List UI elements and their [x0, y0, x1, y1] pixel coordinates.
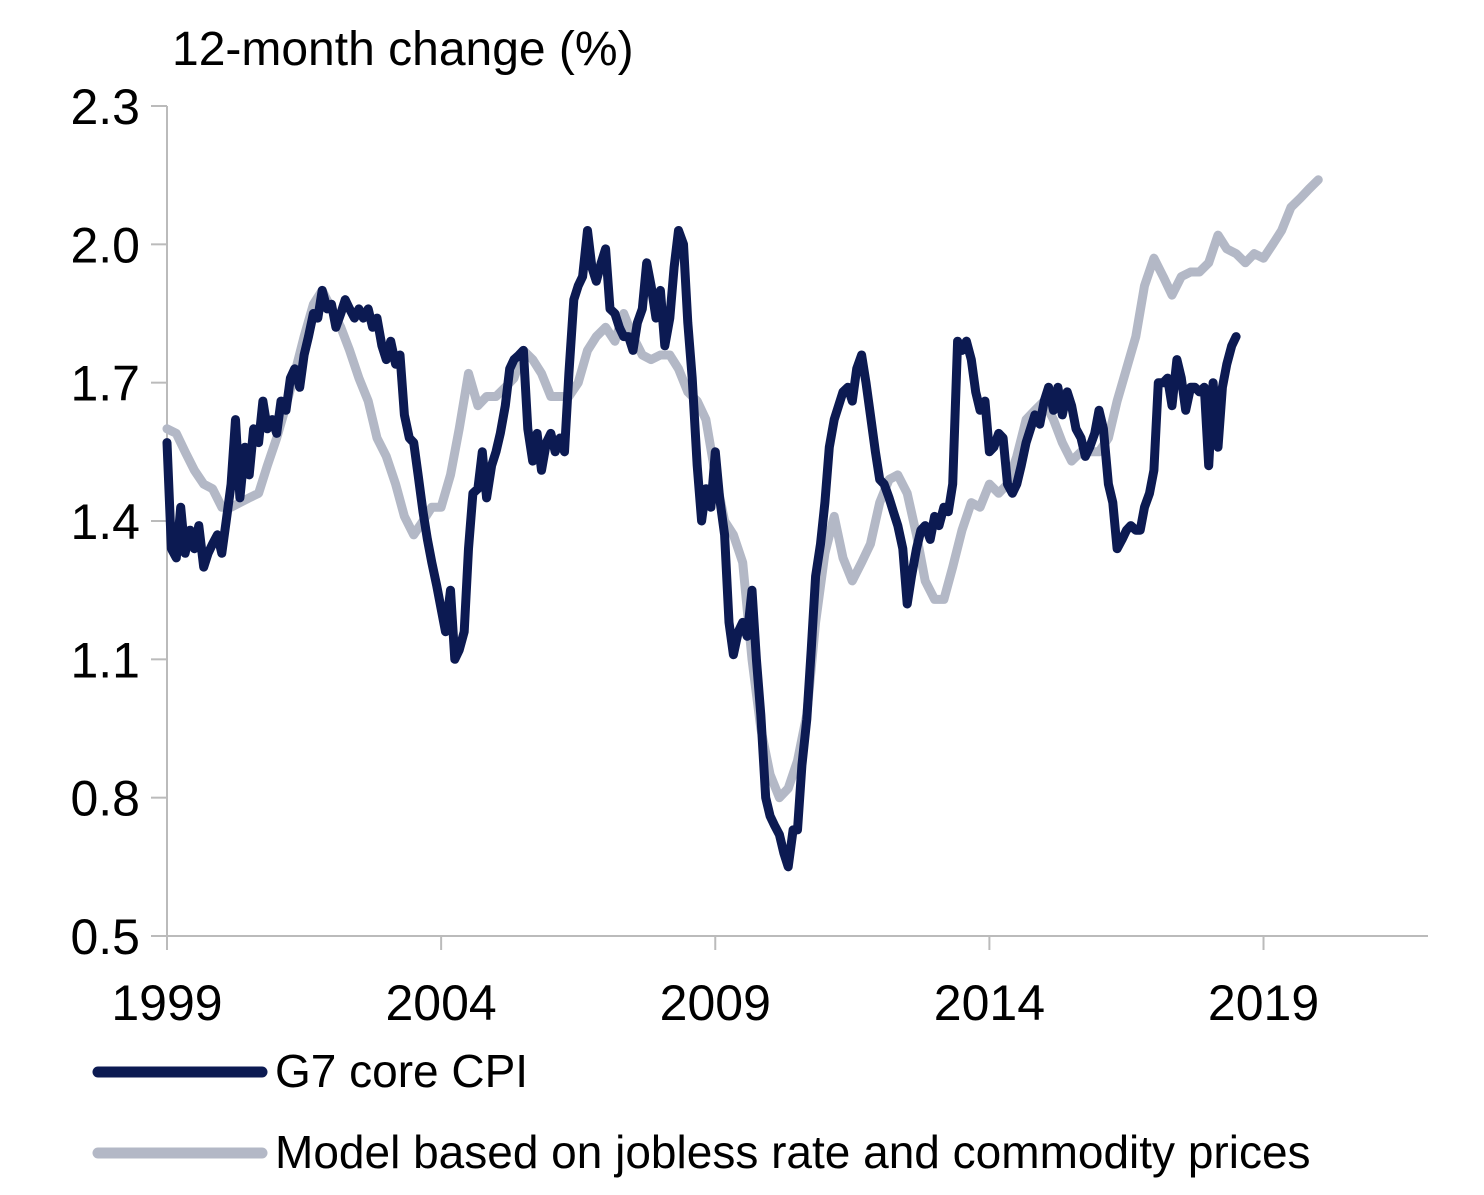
x-tick-label: 1999	[111, 975, 222, 1031]
x-tick-label: 2014	[934, 975, 1045, 1031]
x-tick-label: 2004	[386, 975, 497, 1031]
series-line-model	[162, 175, 1323, 803]
x-tick-label: 2009	[660, 975, 771, 1031]
y-tick-label: 2.3	[70, 79, 140, 135]
y-axis-label: 12-month change (%)	[172, 23, 634, 76]
y-tick-label: 0.5	[70, 909, 140, 965]
legend-label-model: Model based on jobless rate and commodit…	[275, 1126, 1311, 1178]
series-line-g7-core-cpi	[162, 226, 1241, 872]
y-tick-label: 0.8	[70, 771, 140, 827]
y-tick-label: 1.4	[70, 494, 140, 550]
y-axis: 0.5 0.8 1.1 1.4 1.7 2.0 2.3	[70, 79, 167, 965]
legend: G7 core CPI Model based on jobless rate …	[92, 1045, 1311, 1178]
series-layer	[162, 175, 1323, 872]
legend-label-g7-core-cpi: G7 core CPI	[275, 1045, 528, 1097]
x-tick-label: 2019	[1208, 975, 1319, 1031]
y-tick-label: 1.7	[70, 356, 140, 412]
y-tick-label: 2.0	[70, 217, 140, 273]
x-axis: 1999 2004 2009 2014 2019	[111, 936, 1319, 1031]
y-tick-label: 1.1	[70, 632, 140, 688]
